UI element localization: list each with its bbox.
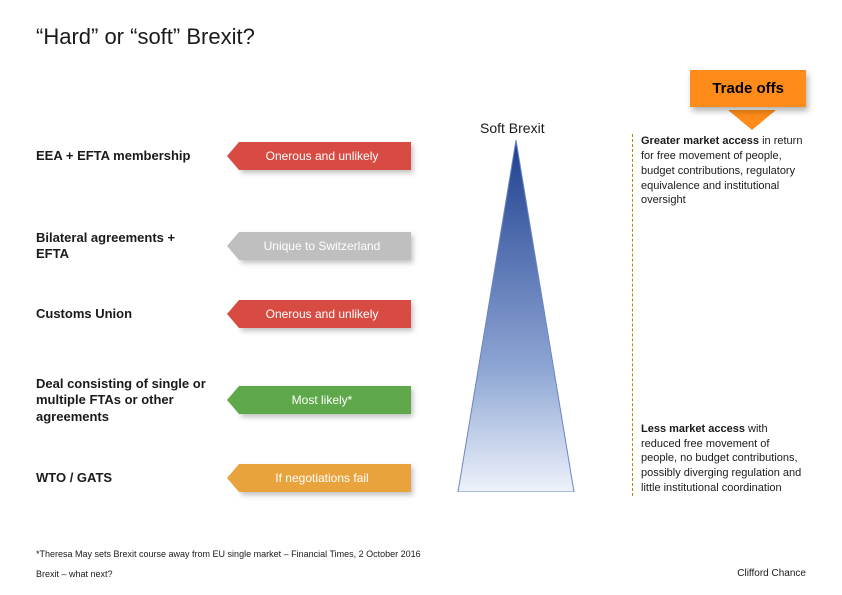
tradeoffs-arrow-icon: [728, 110, 776, 130]
page-title: “Hard” or “soft” Brexit?: [36, 24, 806, 50]
option-row: Bilateral agreements + EFTA Unique to Swi…: [36, 230, 411, 263]
assessment-band: If negotiations fail: [239, 464, 411, 492]
footer-left: Brexit – what next?: [36, 569, 113, 579]
option-label: Bilateral agreements + EFTA: [36, 230, 219, 263]
footer-right: Clifford Chance: [737, 568, 806, 579]
option-row: WTO / GATS If negotiations fail: [36, 464, 411, 492]
option-row: Deal consisting of single or multiple FT…: [36, 376, 411, 425]
option-label: Customs Union: [36, 306, 219, 322]
footnote-text: *Theresa May sets Brexit course away fro…: [36, 549, 421, 559]
assessment-band: Unique to Switzerland: [239, 232, 411, 260]
assessment-band: Most likely*: [239, 386, 411, 414]
tradeoffs-bottom-text: Less market access with reduced free mov…: [641, 422, 806, 496]
assessment-band: Onerous and unlikely: [239, 300, 411, 328]
tradeoffs-bottom-bold: Less market access: [641, 423, 745, 435]
option-row: Customs Union Onerous and unlikely: [36, 300, 411, 328]
option-row: EEA + EFTA membership Onerous and unlikel…: [36, 142, 411, 170]
assessment-band: Onerous and unlikely: [239, 142, 411, 170]
tradeoffs-column: Greater market access in return for free…: [632, 134, 806, 496]
option-label: EEA + EFTA membership: [36, 148, 219, 164]
option-label: Deal consisting of single or multiple FT…: [36, 376, 219, 425]
soft-brexit-label: Soft Brexit: [480, 120, 545, 136]
tradeoffs-badge: Trade offs: [690, 70, 806, 107]
tradeoffs-top-text: Greater market access in return for free…: [641, 134, 806, 208]
tradeoffs-top-bold: Greater market access: [641, 135, 759, 147]
diagram-area: Trade offs Soft Brexit Hard Brexit EEA +…: [36, 78, 806, 518]
gradient-triangle: [456, 140, 576, 492]
option-label: WTO / GATS: [36, 470, 219, 486]
